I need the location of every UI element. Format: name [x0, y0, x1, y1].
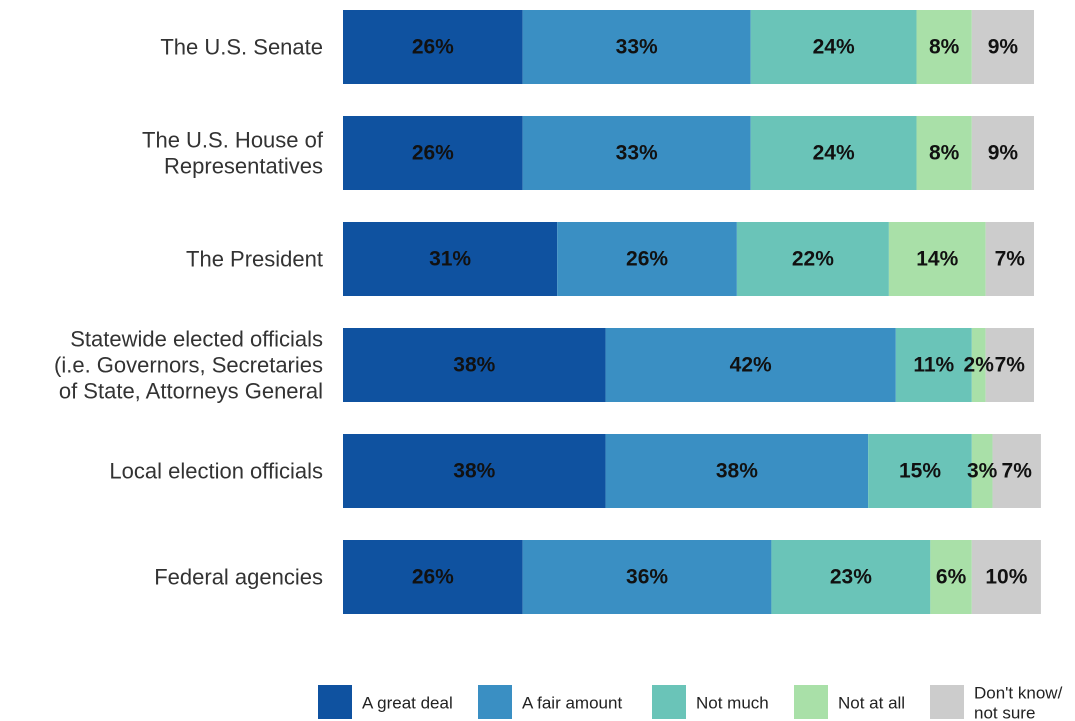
category-label: Federal agencies [154, 565, 323, 590]
data-label: 6% [936, 566, 967, 589]
data-label: 38% [453, 460, 495, 483]
bar-segment [343, 540, 523, 614]
category-label: The U.S. House of [142, 128, 324, 153]
data-label: 7% [995, 354, 1026, 377]
bar-segment [971, 328, 986, 402]
data-label: 36% [626, 566, 668, 589]
bar-segment [985, 328, 1034, 402]
bar-segment [522, 116, 751, 190]
data-label: 31% [429, 248, 471, 271]
legend-label: Not at all [838, 694, 905, 713]
bars-layer: 26% 33% 24% 8% 9% 26% 33% 24% 8% 9% 31% 26% 22% 14% 7%… [343, 10, 1041, 614]
bar-segment [971, 116, 1034, 190]
data-label: 7% [1002, 460, 1033, 483]
data-label: 9% [988, 36, 1019, 59]
legend-swatch [930, 685, 964, 719]
category-label: of State, Attorneys General [59, 379, 323, 404]
bar-segment [971, 434, 993, 508]
legend-swatch [794, 685, 828, 719]
bar-segment [605, 434, 869, 508]
bar-segment [343, 10, 523, 84]
bar-segment [992, 434, 1041, 508]
data-label: 22% [792, 248, 834, 271]
bar-segment [557, 222, 737, 296]
data-label: 8% [929, 36, 960, 59]
category-labels: The U.S. Senate The U.S. House ofRepresen… [54, 35, 324, 590]
legend-label: Don't know/ [974, 684, 1063, 703]
category-label: The President [186, 247, 323, 272]
bar-segment [985, 222, 1034, 296]
legend-swatch [318, 685, 352, 719]
bar-segment [605, 328, 896, 402]
bar-segment [750, 10, 917, 84]
legend-swatch [652, 685, 686, 719]
data-label: 38% [453, 354, 495, 377]
data-label: 11% [913, 354, 954, 377]
bar-segment [895, 328, 972, 402]
data-label: 24% [813, 142, 855, 165]
data-label: 26% [412, 36, 454, 59]
data-label: 10% [985, 566, 1027, 589]
bar-segment [971, 540, 1041, 614]
data-label: 2% [964, 354, 995, 377]
data-label: 42% [730, 354, 772, 377]
bar-segment [343, 116, 523, 190]
bar-segment [522, 10, 751, 84]
bar-segment [930, 540, 972, 614]
bar-segment [343, 222, 558, 296]
bar-segment [916, 10, 972, 84]
category-label: Statewide elected officials [70, 327, 323, 352]
data-label: 33% [616, 36, 658, 59]
data-label: 24% [813, 36, 855, 59]
data-label: 26% [412, 142, 454, 165]
bar-segment [343, 328, 606, 402]
legend-label: A fair amount [522, 694, 622, 713]
bar-segment [522, 540, 772, 614]
legend-swatch [478, 685, 512, 719]
legend-label: Not much [696, 694, 769, 713]
data-label: 38% [716, 460, 758, 483]
legend-label: not sure [974, 704, 1035, 721]
data-label: 15% [899, 460, 941, 483]
bar-segment [750, 116, 917, 190]
category-label: The U.S. Senate [160, 35, 323, 60]
data-label: 14% [916, 248, 958, 271]
data-label: 23% [830, 566, 872, 589]
data-label: 33% [616, 142, 658, 165]
data-label: 26% [412, 566, 454, 589]
bar-segment [888, 222, 986, 296]
category-label: (i.e. Governors, Secretaries [54, 353, 323, 378]
bar-segment [736, 222, 889, 296]
legend-label: A great deal [362, 694, 453, 713]
data-label: 26% [626, 248, 668, 271]
bar-segment [343, 434, 606, 508]
bar-segment [771, 540, 931, 614]
category-label: Local election officials [109, 459, 323, 484]
data-label: 9% [988, 142, 1019, 165]
data-label: 8% [929, 142, 960, 165]
bar-segment [971, 10, 1034, 84]
data-label: 3% [967, 460, 998, 483]
legend: A great deal A fair amount Not much Not at … [318, 684, 1063, 721]
category-label: Representatives [164, 154, 323, 179]
data-label: 7% [995, 248, 1026, 271]
bar-segment [868, 434, 972, 508]
bar-segment [916, 116, 972, 190]
